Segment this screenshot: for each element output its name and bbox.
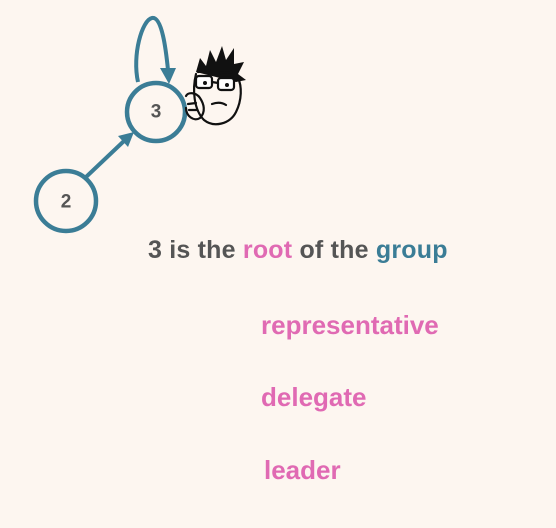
self-loop-edge (134, 16, 170, 83)
thinking-face-icon (184, 46, 246, 126)
edge-2-to-3-arrowhead (118, 132, 134, 147)
node-3-label: 3 (151, 102, 162, 123)
edge-2-to-3 (84, 139, 126, 179)
self-loop-arrowhead (160, 68, 176, 84)
root-statement: 3 is the root of the group (148, 236, 448, 265)
node-3: 3 (124, 80, 188, 144)
statement-text-2: of the (292, 236, 376, 264)
group-word: group (375, 236, 448, 264)
synonym-delegate: delegate (261, 382, 367, 412)
root-word: root (242, 236, 293, 264)
synonym-leader: leader (264, 455, 341, 485)
synonym-representative: representative (261, 310, 439, 340)
node-2-label: 2 (61, 192, 72, 213)
statement-text-1: 3 is the (148, 236, 243, 264)
node-2: 2 (33, 168, 99, 234)
